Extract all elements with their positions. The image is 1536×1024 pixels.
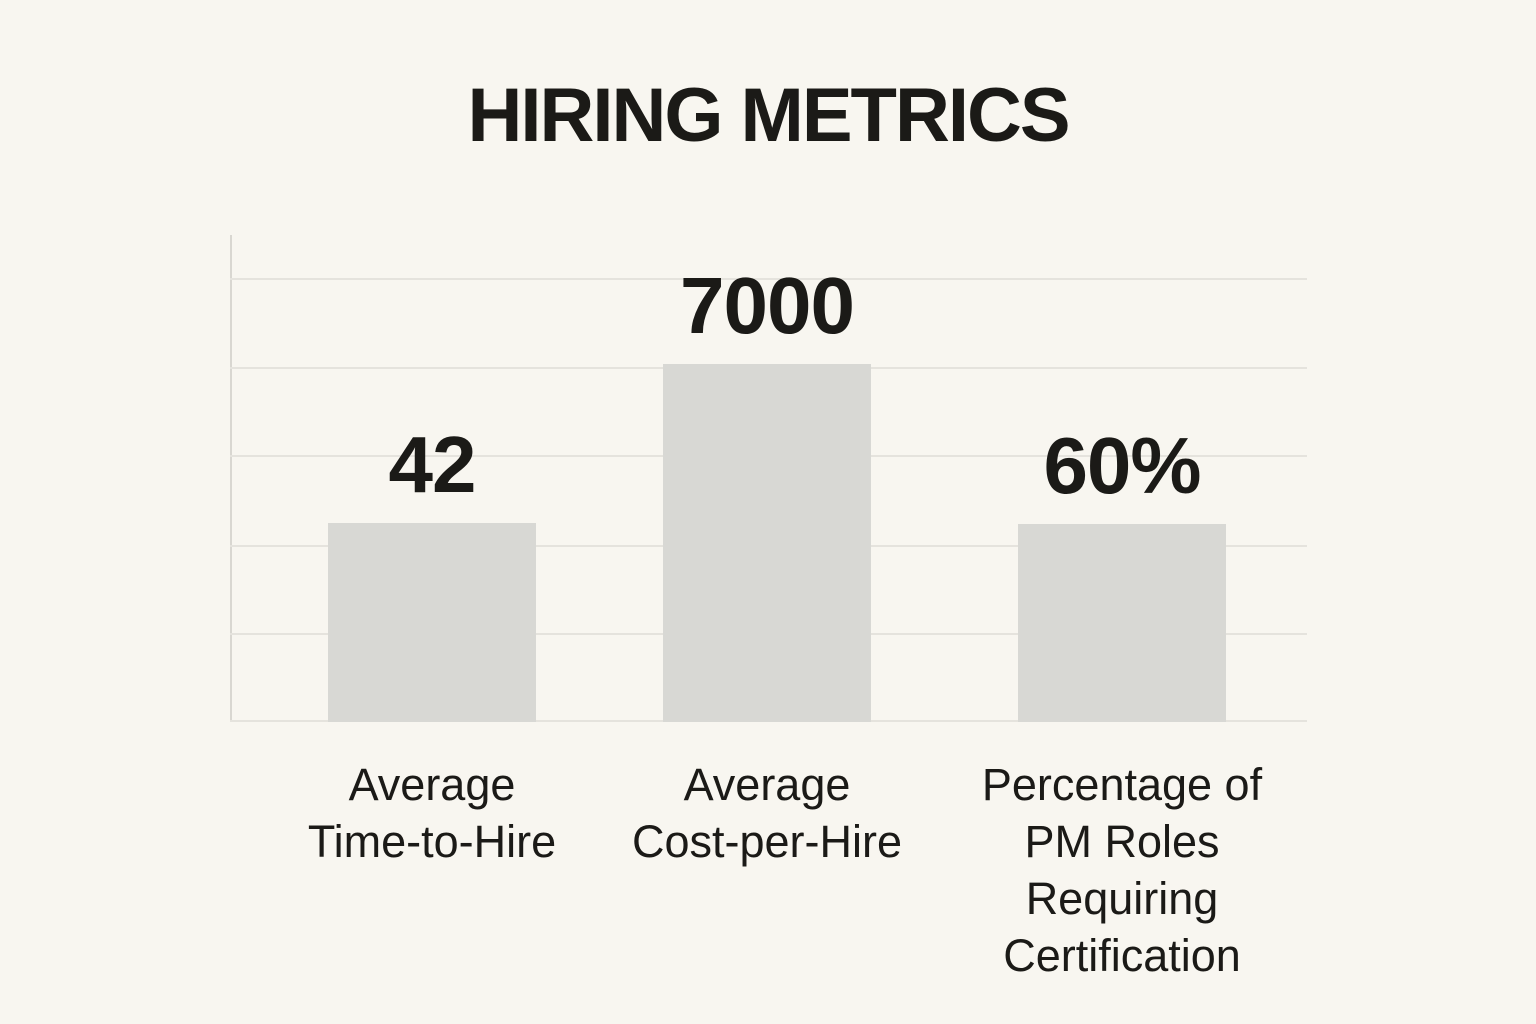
chart-title: HIRING METRICS xyxy=(467,73,1070,158)
bar-value-label: 7000 xyxy=(680,261,855,350)
plot-area: 42 7000 60% xyxy=(230,235,1307,722)
bar-rect-cost-per-hire xyxy=(663,364,871,722)
bar-rect-time-to-hire xyxy=(328,523,536,722)
category-label-certification: Percentage of PM Roles Requiring Certifi… xyxy=(912,756,1332,984)
bar-value-label: 60% xyxy=(1043,421,1201,510)
bar-rect-certification xyxy=(1018,524,1226,722)
bar-group-cost-per-hire: 7000 xyxy=(663,235,871,722)
category-label-line: Percentage of xyxy=(981,759,1263,810)
bar-group-time-to-hire: 42 xyxy=(328,235,536,722)
y-axis-line xyxy=(230,235,232,722)
bar-value-label: 42 xyxy=(388,420,477,509)
gridline xyxy=(230,278,1307,280)
bar-group-certification: 60% xyxy=(1018,235,1226,722)
category-label-line: Average xyxy=(348,759,516,810)
category-label-line: Requiring xyxy=(1025,873,1219,924)
category-label-line: Certification xyxy=(1003,930,1241,981)
category-label-cost-per-hire: Average Cost-per-Hire xyxy=(557,756,977,870)
category-label-line: Average xyxy=(683,759,851,810)
category-label-line: Time-to-Hire xyxy=(307,816,557,867)
category-label-line: Cost-per-Hire xyxy=(631,816,903,867)
category-label-line: PM Roles xyxy=(1024,816,1220,867)
category-label-time-to-hire: Average Time-to-Hire xyxy=(222,756,642,870)
